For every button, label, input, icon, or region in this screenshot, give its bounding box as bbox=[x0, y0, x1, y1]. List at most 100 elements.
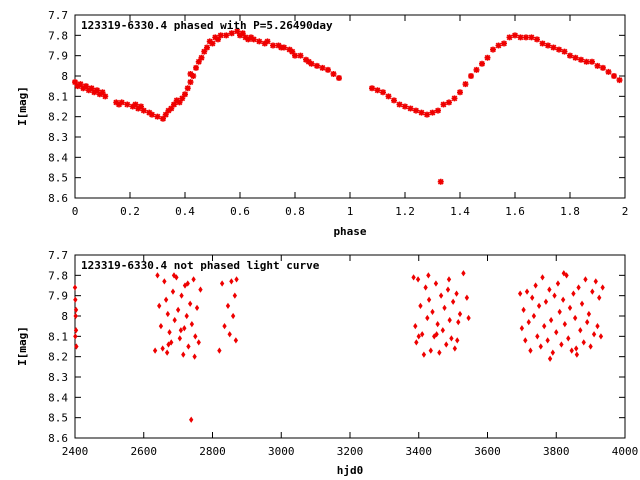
data-point bbox=[595, 323, 600, 330]
data-point bbox=[578, 327, 583, 334]
data-point bbox=[512, 32, 518, 39]
data-point bbox=[162, 111, 169, 118]
data-point bbox=[594, 62, 601, 69]
data-point bbox=[524, 288, 530, 295]
unphased-y-tick-label: 8.4 bbox=[48, 391, 68, 404]
data-point bbox=[179, 292, 184, 299]
data-point bbox=[275, 42, 282, 49]
data-point bbox=[182, 325, 187, 332]
data-point bbox=[118, 99, 125, 106]
unphased-x-axis-label: hjd0 bbox=[337, 464, 364, 477]
phased-x-tick-label: 1.4 bbox=[450, 205, 470, 218]
data-point bbox=[426, 296, 432, 303]
phased-x-tick-label: 0.6 bbox=[230, 205, 250, 218]
data-point bbox=[245, 36, 252, 43]
data-point bbox=[455, 337, 460, 344]
data-point bbox=[523, 337, 528, 344]
data-point bbox=[157, 302, 162, 309]
data-point bbox=[171, 272, 177, 279]
data-point bbox=[452, 345, 458, 352]
data-point bbox=[73, 312, 78, 320]
data-point bbox=[407, 105, 414, 112]
data-point bbox=[152, 347, 158, 354]
data-point bbox=[396, 101, 403, 108]
data-point bbox=[605, 68, 612, 75]
data-point bbox=[230, 312, 236, 320]
data-point bbox=[523, 34, 529, 41]
data-point bbox=[561, 48, 568, 55]
data-point bbox=[83, 83, 89, 90]
data-point bbox=[413, 107, 419, 114]
data-point bbox=[586, 310, 592, 318]
data-point bbox=[538, 343, 543, 350]
data-point bbox=[589, 58, 595, 65]
data-point bbox=[526, 318, 531, 326]
data-point bbox=[281, 44, 287, 51]
data-point bbox=[374, 87, 381, 94]
data-point bbox=[73, 327, 79, 334]
data-point bbox=[113, 99, 120, 106]
data-point bbox=[232, 292, 238, 299]
data-point bbox=[234, 276, 239, 283]
data-point bbox=[616, 77, 623, 84]
data-point bbox=[572, 314, 578, 322]
data-point bbox=[85, 87, 92, 94]
data-point bbox=[77, 81, 84, 88]
data-point bbox=[116, 101, 122, 108]
data-point bbox=[73, 296, 78, 303]
data-point bbox=[447, 316, 452, 324]
phased-x-tick-label: 0.2 bbox=[120, 205, 140, 218]
data-point bbox=[545, 337, 550, 344]
phased-y-tick-label: 8.3 bbox=[48, 131, 68, 144]
data-point bbox=[543, 298, 549, 305]
data-point bbox=[166, 341, 171, 348]
data-point bbox=[424, 111, 430, 118]
data-point bbox=[566, 335, 571, 342]
data-point bbox=[550, 349, 555, 356]
data-point bbox=[94, 87, 100, 94]
data-point bbox=[547, 355, 553, 362]
unphased-y-ticks: 7.7 7.8 7.9 8 8.1 8.2 8.3 8.4 8.5 8.6 bbox=[48, 249, 625, 445]
data-point bbox=[185, 280, 190, 287]
data-point bbox=[193, 333, 198, 340]
data-point bbox=[190, 73, 197, 79]
data-point bbox=[74, 343, 79, 350]
data-point bbox=[184, 312, 189, 320]
data-point bbox=[138, 103, 144, 110]
unphased-x-tick-label: 4000 bbox=[612, 445, 639, 458]
data-point bbox=[154, 113, 161, 120]
data-point bbox=[425, 314, 430, 322]
data-point bbox=[160, 115, 166, 122]
data-point bbox=[198, 286, 203, 293]
data-point bbox=[583, 276, 588, 283]
unphased-y-tick-label: 8.2 bbox=[48, 351, 68, 364]
data-point bbox=[132, 101, 139, 108]
data-point bbox=[223, 32, 230, 39]
data-point bbox=[521, 306, 526, 314]
data-point bbox=[369, 85, 375, 92]
data-point bbox=[437, 349, 442, 356]
data-point bbox=[248, 34, 254, 41]
data-point bbox=[297, 52, 304, 59]
data-point bbox=[319, 64, 326, 71]
data-point bbox=[158, 323, 164, 330]
data-point bbox=[437, 178, 444, 185]
data-point bbox=[228, 30, 235, 37]
phased-x-tick-label: 1.6 bbox=[505, 205, 525, 218]
data-point bbox=[533, 282, 538, 289]
data-point bbox=[189, 416, 194, 423]
data-point bbox=[73, 306, 79, 314]
phased-panel: 7.77.87.988.18.28.38.48.58.6 0 0.2 0.4 0.6 0… bbox=[16, 9, 628, 238]
data-point bbox=[187, 300, 193, 307]
data-point bbox=[517, 34, 524, 41]
data-point bbox=[416, 333, 421, 340]
data-point bbox=[600, 284, 605, 291]
data-point bbox=[170, 288, 176, 295]
data-point bbox=[415, 276, 421, 283]
data-point bbox=[418, 302, 423, 309]
data-point bbox=[539, 40, 546, 47]
data-point bbox=[446, 99, 452, 106]
data-point bbox=[444, 341, 449, 348]
data-point bbox=[548, 316, 554, 324]
data-point bbox=[559, 341, 564, 348]
